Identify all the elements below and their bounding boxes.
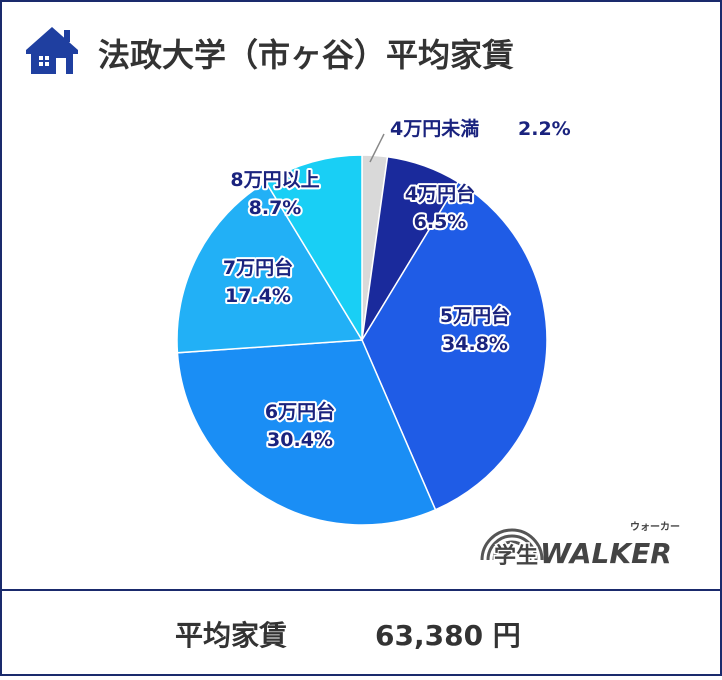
pie-slice — [361, 180, 548, 511]
slice-category: 4万円台 — [405, 182, 475, 205]
chart-title: 法政大学（市ヶ谷）平均家賃 — [98, 36, 514, 74]
pie-slice — [264, 154, 363, 343]
slice-category: 8万円以上 — [230, 169, 319, 191]
slice-category: 7万円台 — [223, 256, 293, 279]
logo-brand: WALKER — [540, 537, 672, 570]
slice-category: 5万円台 — [440, 304, 510, 327]
logo-text: 学生 — [494, 543, 538, 569]
pie-slice — [176, 339, 437, 526]
house-icon — [26, 27, 78, 74]
footer-value: 63,380 円 — [375, 619, 521, 652]
logo-ruby: ウォーカー — [630, 521, 680, 533]
slice-value-label: 6.5% — [414, 211, 467, 233]
leader-line — [369, 133, 385, 163]
slice-value-label: 2.2% — [518, 118, 571, 140]
logo: 学生 WALKER ウォーカー — [480, 521, 680, 571]
slice-value-label: 17.4% — [225, 285, 291, 307]
slice-category: 6万円台 — [265, 400, 335, 423]
pie: 4万円未満 2.2% 4万円台 6.5% 5万円台 34.8% 6万円台 30.4% 7万円台 1… — [176, 115, 573, 526]
footer-label: 平均家賃 — [175, 619, 287, 652]
slice-value-label: 8.7% — [249, 197, 302, 219]
slice-category: 4万円未満 — [390, 117, 479, 140]
slice-value-label: 30.4% — [267, 429, 333, 451]
pie-slice — [176, 180, 364, 354]
slice-value-label: 34.8% — [442, 333, 508, 355]
